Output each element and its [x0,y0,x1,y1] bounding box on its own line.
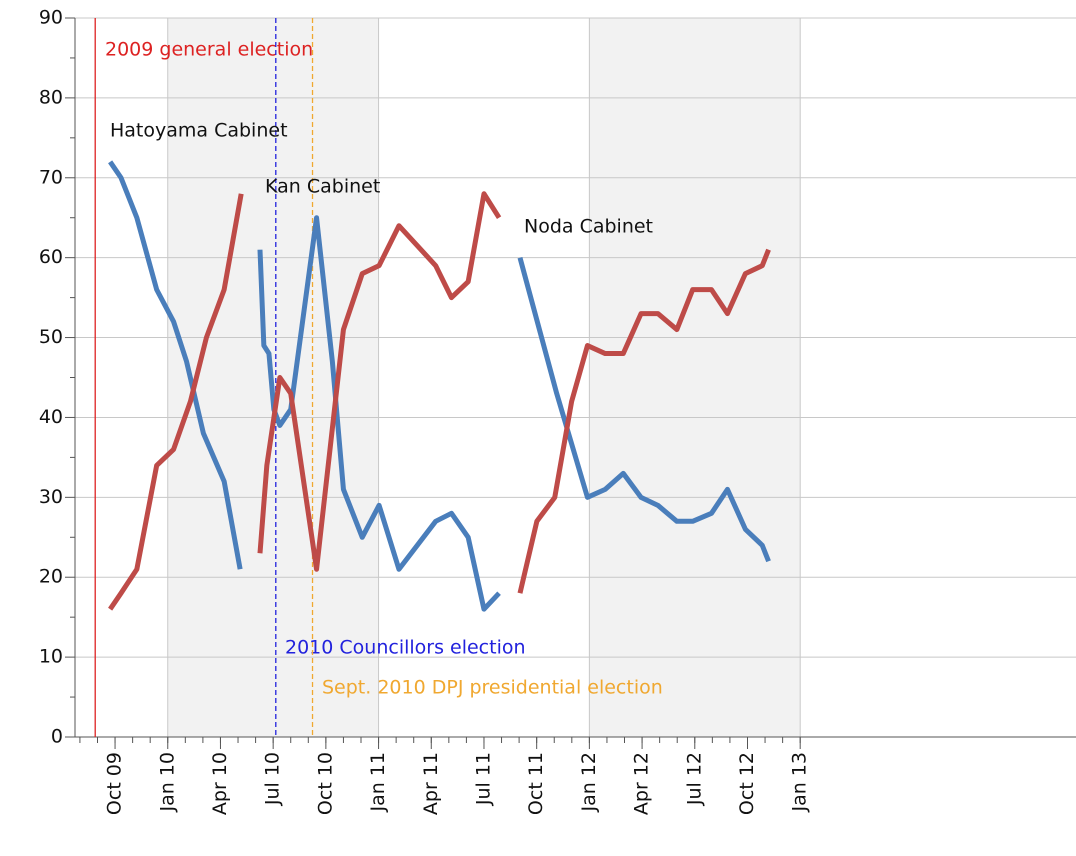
x-tick-label: Apr 10 [209,752,231,815]
y-tick-label: 20 [39,566,63,588]
y-tick-label: 90 [39,7,63,29]
y-tick-label: 30 [39,486,63,508]
x-tick-label: Oct 10 [314,752,336,815]
y-tick-label: 10 [39,646,63,668]
cabinet-label: Hatoyama Cabinet [110,120,288,142]
event-label: Sept. 2010 DPJ presidential election [322,677,663,699]
x-tick-label: Apr 11 [420,752,442,815]
x-tick-label: Jan 13 [789,752,811,813]
event-label: 2010 Councillors election [285,637,526,659]
series-line [108,191,771,611]
x-tick-label: Jul 10 [262,752,284,806]
x-tick-label: Oct 11 [525,752,547,815]
x-tick-label: Jan 11 [367,752,389,813]
y-tick-label: 50 [39,326,63,348]
x-tick-label: Apr 12 [631,752,653,815]
x-tick-label: Oct 12 [736,752,758,815]
y-tick-label: 80 [39,86,63,108]
cabinet-label: Noda Cabinet [524,216,653,238]
y-tick-label: 0 [51,726,63,748]
x-tick-label: Jul 12 [683,752,705,806]
x-tick-label: Jan 12 [578,752,600,813]
x-tick-label: Oct 09 [104,752,126,815]
event-label: 2009 general election [105,39,313,61]
x-tick-label: Jul 11 [472,752,494,806]
y-tick-label: 70 [39,166,63,188]
series-line [108,160,771,612]
y-tick-label: 40 [39,406,63,428]
x-tick-label: Jan 10 [156,752,178,813]
cabinet-label: Kan Cabinet [265,176,380,198]
year-band [588,17,801,738]
y-tick-label: 60 [39,246,63,268]
